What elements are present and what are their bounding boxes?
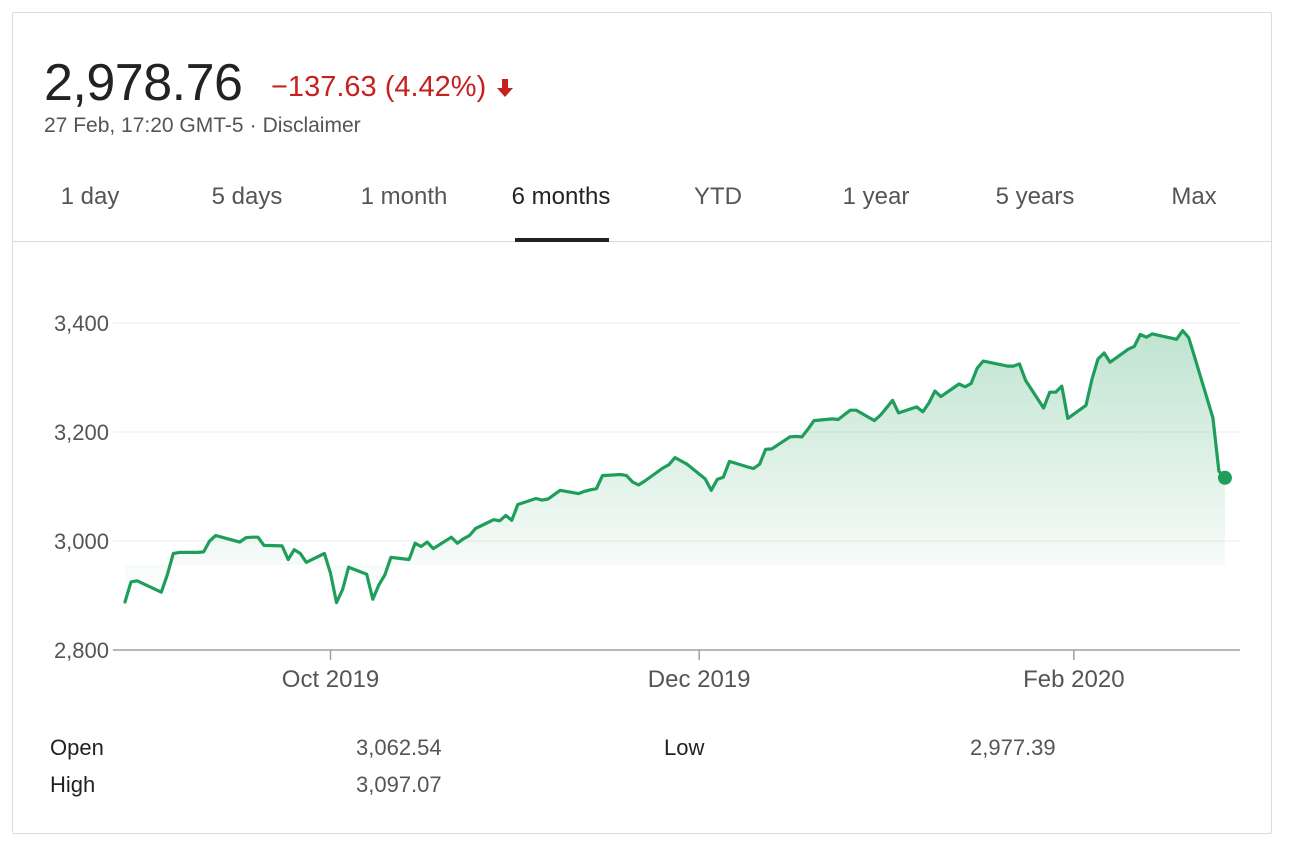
- open-label: Open: [50, 735, 104, 760]
- x-tick-label: Oct 2019: [282, 666, 379, 693]
- range-tabs: 1 day 5 days 1 month 6 months YTD 1 year…: [13, 173, 1271, 242]
- price-change: −137.63 (4.42%): [271, 71, 516, 104]
- active-tab-indicator: [515, 238, 609, 242]
- arrow-down-icon: [497, 78, 514, 97]
- separator: ·: [249, 114, 257, 137]
- tab-6-months[interactable]: 6 months: [511, 183, 611, 210]
- tab-5-years[interactable]: 5 years: [995, 183, 1075, 210]
- price-chart: 2,800 3,000 3,200 3,400 Oct 2019 Dec 2019 Feb …: [54, 311, 1240, 693]
- latest-price-dot[interactable]: [1217, 470, 1232, 485]
- price-line: [123, 329, 1227, 605]
- chart-line-layer: [123, 329, 1232, 605]
- x-tick-label: Feb 2020: [1023, 666, 1124, 693]
- stock-summary-card: 2,978.76 −137.63 (4.42%) 27 Feb, 17:20 G…: [12, 12, 1272, 834]
- y-tick-label: 3,200: [54, 420, 109, 445]
- chart-axes: 2,800 3,000 3,200 3,400 Oct 2019 Dec 2019 Feb …: [54, 311, 1240, 693]
- tab-1-day[interactable]: 1 day: [60, 183, 120, 210]
- y-tick-label: 2,800: [54, 638, 109, 663]
- price-area-fill: [125, 330, 1225, 603]
- tab-1-month[interactable]: 1 month: [360, 183, 448, 210]
- tab-ytd[interactable]: YTD: [694, 183, 742, 210]
- tab-max[interactable]: Max: [1171, 183, 1217, 210]
- y-tick-label: 3,400: [54, 311, 109, 336]
- high-value: 3,097.07: [356, 772, 442, 797]
- low-value: 2,977.39: [970, 735, 1056, 760]
- low-label: Low: [664, 735, 705, 760]
- open-value: 3,062.54: [356, 735, 442, 760]
- price-change-text: −137.63 (4.42%): [271, 71, 487, 103]
- disclaimer-link[interactable]: Disclaimer: [262, 114, 361, 137]
- y-tick-label: 3,000: [54, 529, 109, 554]
- timestamp-line: 27 Feb, 17:20 GMT-5 · Disclaimer: [44, 114, 361, 138]
- tab-5-days[interactable]: 5 days: [211, 183, 283, 210]
- x-tick-label: Dec 2019: [648, 666, 751, 693]
- high-label: High: [50, 772, 96, 797]
- tab-1-year[interactable]: 1 year: [842, 183, 910, 210]
- current-price: 2,978.76: [44, 54, 243, 112]
- chart-area-layer: [125, 330, 1225, 603]
- timestamp: 27 Feb, 17:20 GMT-5: [44, 114, 244, 137]
